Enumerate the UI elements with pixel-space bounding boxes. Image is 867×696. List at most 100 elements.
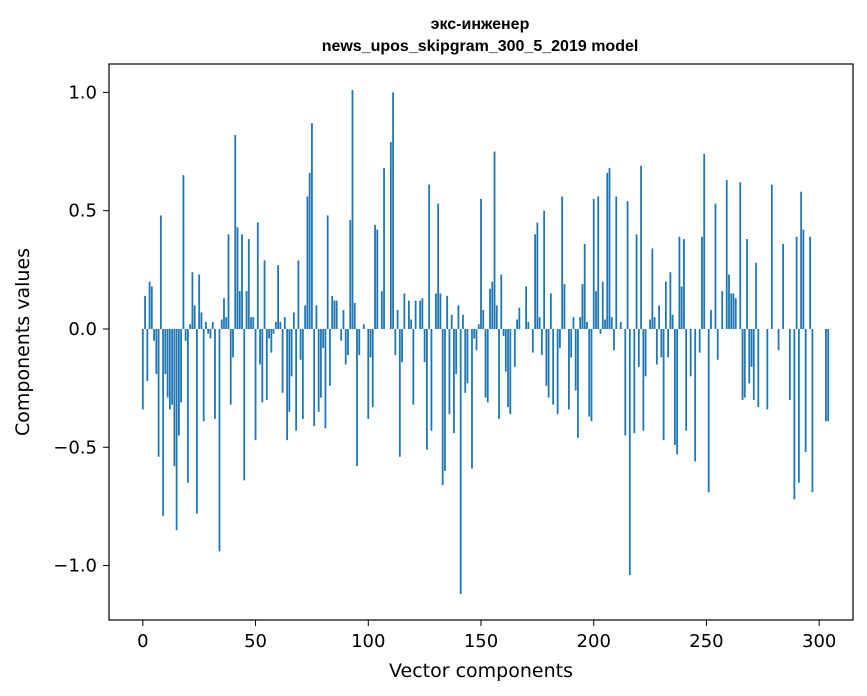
bar xyxy=(534,234,537,329)
bar xyxy=(261,328,264,403)
bar xyxy=(464,328,467,393)
bar xyxy=(588,328,591,417)
bar xyxy=(320,328,322,398)
bar xyxy=(755,262,757,329)
bar xyxy=(716,328,719,360)
bar xyxy=(259,328,261,365)
bar xyxy=(225,317,228,329)
bar xyxy=(290,328,293,377)
bar xyxy=(419,300,422,329)
bar xyxy=(809,236,812,329)
bar xyxy=(218,328,221,552)
bar xyxy=(486,328,489,403)
bar xyxy=(268,328,270,339)
x-tick-label: 0 xyxy=(137,631,148,652)
bar xyxy=(498,328,500,419)
bar xyxy=(223,298,225,329)
x-tick-label: 300 xyxy=(802,631,836,652)
bar xyxy=(184,328,187,341)
bar xyxy=(227,234,230,329)
bar xyxy=(746,239,748,329)
bar xyxy=(202,328,205,422)
bar xyxy=(777,328,780,351)
bar xyxy=(317,328,320,412)
bar xyxy=(827,328,830,422)
bar xyxy=(802,229,805,329)
bar xyxy=(141,328,144,410)
bar xyxy=(683,239,685,329)
bar xyxy=(414,300,417,329)
bar xyxy=(750,328,753,367)
bar xyxy=(245,291,248,329)
bar xyxy=(538,317,541,329)
bar xyxy=(232,328,234,358)
bar xyxy=(196,328,198,514)
y-axis-label: Components values xyxy=(12,248,34,436)
bar xyxy=(150,286,153,329)
x-axis-ticks: 0 50 100 150 200 250 300 xyxy=(137,620,836,652)
bar xyxy=(347,328,349,356)
bar xyxy=(308,172,311,329)
plot-frame xyxy=(108,63,854,621)
bar xyxy=(825,328,827,422)
bar xyxy=(793,328,796,500)
bar xyxy=(484,328,487,398)
bar xyxy=(274,321,277,329)
bar xyxy=(493,151,496,329)
bar xyxy=(304,305,307,329)
bar xyxy=(324,328,327,429)
bar xyxy=(516,319,518,329)
bar xyxy=(392,92,394,329)
bar xyxy=(254,328,257,441)
bar xyxy=(396,310,399,329)
bar xyxy=(491,281,494,329)
bar xyxy=(252,317,255,329)
bar xyxy=(383,168,385,329)
bar xyxy=(633,328,636,434)
bar xyxy=(220,319,223,329)
bar xyxy=(599,328,602,334)
bar xyxy=(448,328,451,415)
x-tick-label: 250 xyxy=(689,631,723,652)
bar xyxy=(265,328,268,400)
bar xyxy=(502,328,505,337)
bar xyxy=(288,328,291,412)
bar xyxy=(299,328,302,360)
bar xyxy=(619,321,622,329)
bar xyxy=(155,328,158,374)
bar xyxy=(144,295,146,329)
bar xyxy=(597,196,600,329)
bar xyxy=(676,328,679,455)
bar xyxy=(604,319,606,329)
bar xyxy=(301,328,304,419)
bar xyxy=(198,274,201,329)
bar xyxy=(770,184,773,329)
bar xyxy=(250,317,252,329)
bar xyxy=(423,328,426,363)
bar xyxy=(270,328,273,353)
bar xyxy=(811,328,814,493)
bar xyxy=(410,319,413,329)
bar xyxy=(146,328,149,382)
bar xyxy=(495,305,498,329)
bar xyxy=(401,328,403,363)
bar xyxy=(581,284,584,329)
bar xyxy=(279,321,282,329)
bar xyxy=(168,328,171,410)
bar xyxy=(579,317,582,329)
bar xyxy=(628,328,631,576)
bar xyxy=(795,236,798,329)
bar xyxy=(148,281,151,329)
bar xyxy=(543,210,546,329)
bar xyxy=(613,328,615,351)
bar xyxy=(425,328,428,450)
x-tick-label: 50 xyxy=(244,631,267,652)
bar xyxy=(518,307,521,329)
bar xyxy=(741,328,744,400)
y-tick-label: −0.5 xyxy=(53,437,97,458)
bar xyxy=(439,293,442,329)
bar xyxy=(340,328,343,341)
bar xyxy=(757,328,760,408)
bar xyxy=(536,222,539,329)
